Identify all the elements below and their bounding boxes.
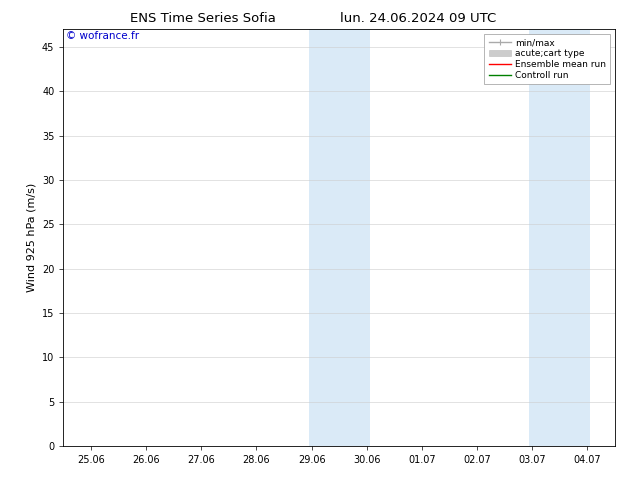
Y-axis label: Wind 925 hPa (m/s): Wind 925 hPa (m/s) — [27, 183, 36, 292]
Bar — [309, 29, 370, 446]
Text: © wofrance.fr: © wofrance.fr — [66, 31, 139, 42]
Legend: min/max, acute;cart type, Ensemble mean run, Controll run: min/max, acute;cart type, Ensemble mean … — [484, 34, 611, 84]
Text: ENS Time Series Sofia: ENS Time Series Sofia — [130, 12, 276, 25]
Text: lun. 24.06.2024 09 UTC: lun. 24.06.2024 09 UTC — [340, 12, 496, 25]
Bar — [529, 29, 590, 446]
